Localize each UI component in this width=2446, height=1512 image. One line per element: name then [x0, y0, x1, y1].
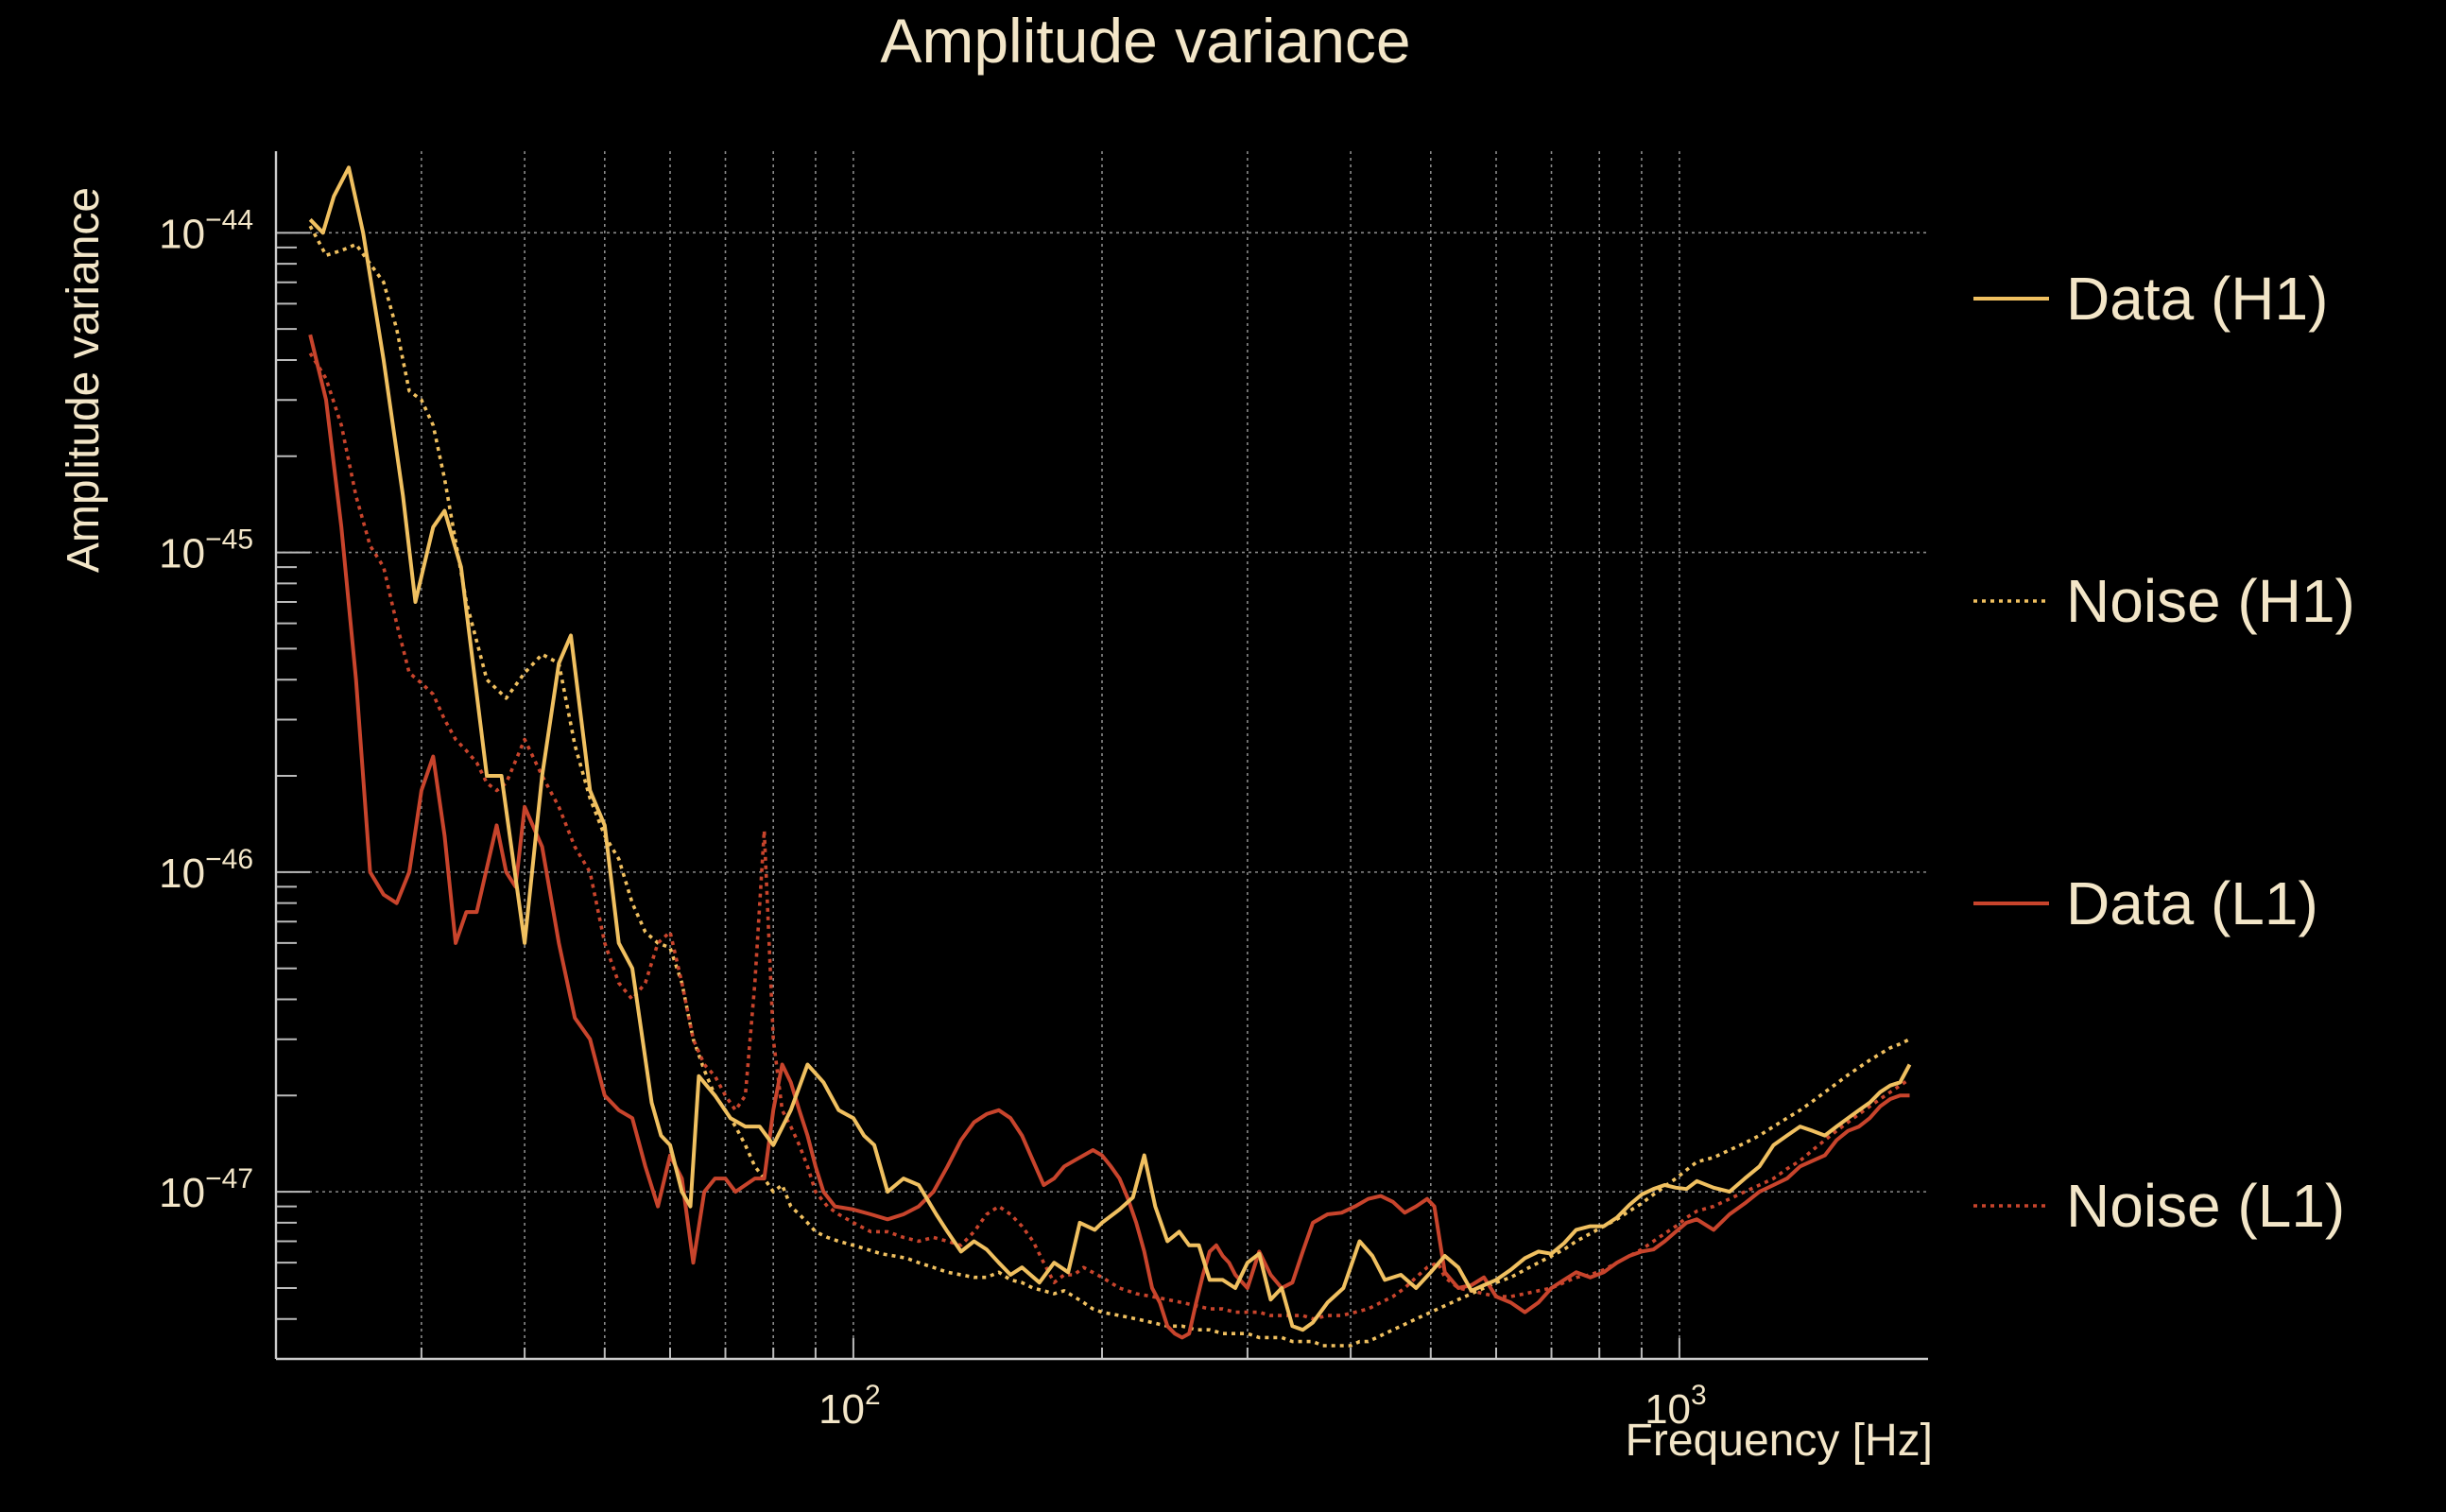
legend-label-1: Noise (H1): [2066, 567, 2355, 635]
x-tick-label-1: 103: [1645, 1380, 1707, 1433]
y-tick-label-3: 10−47: [159, 1163, 253, 1216]
legend: Data (H1) Noise (H1) Data (L1) Noise (L1): [1973, 265, 2355, 1240]
legend-label-2: Data (L1): [2066, 869, 2318, 937]
series-line-noise-l1: [308, 352, 1911, 1321]
x-tick-label-0: 102: [818, 1380, 881, 1433]
legend-label-0: Data (H1): [2066, 265, 2328, 333]
chart-title: Amplitude variance: [880, 6, 1410, 76]
plot-frame: [274, 151, 1928, 1361]
series-line-data-l1: [308, 334, 1910, 1340]
series-lines: [308, 165, 1912, 1348]
legend-label-3: Noise (L1): [2066, 1172, 2345, 1240]
y-tick-labels: 10−44 10−45 10−46 10−47: [159, 204, 253, 1216]
series-line-data-h1: [308, 165, 1912, 1332]
y-axis-label: Amplitude variance: [59, 187, 109, 573]
y-tick-label-1: 10−45: [159, 524, 253, 577]
x-axis-label: Frequency [Hz]: [1626, 1416, 1933, 1466]
y-tick-label-0: 10−44: [159, 204, 253, 257]
x-tick-labels: 102 103: [818, 1380, 1707, 1433]
y-tick-label-2: 10−46: [159, 844, 253, 897]
grid-lines: [276, 151, 1928, 1359]
